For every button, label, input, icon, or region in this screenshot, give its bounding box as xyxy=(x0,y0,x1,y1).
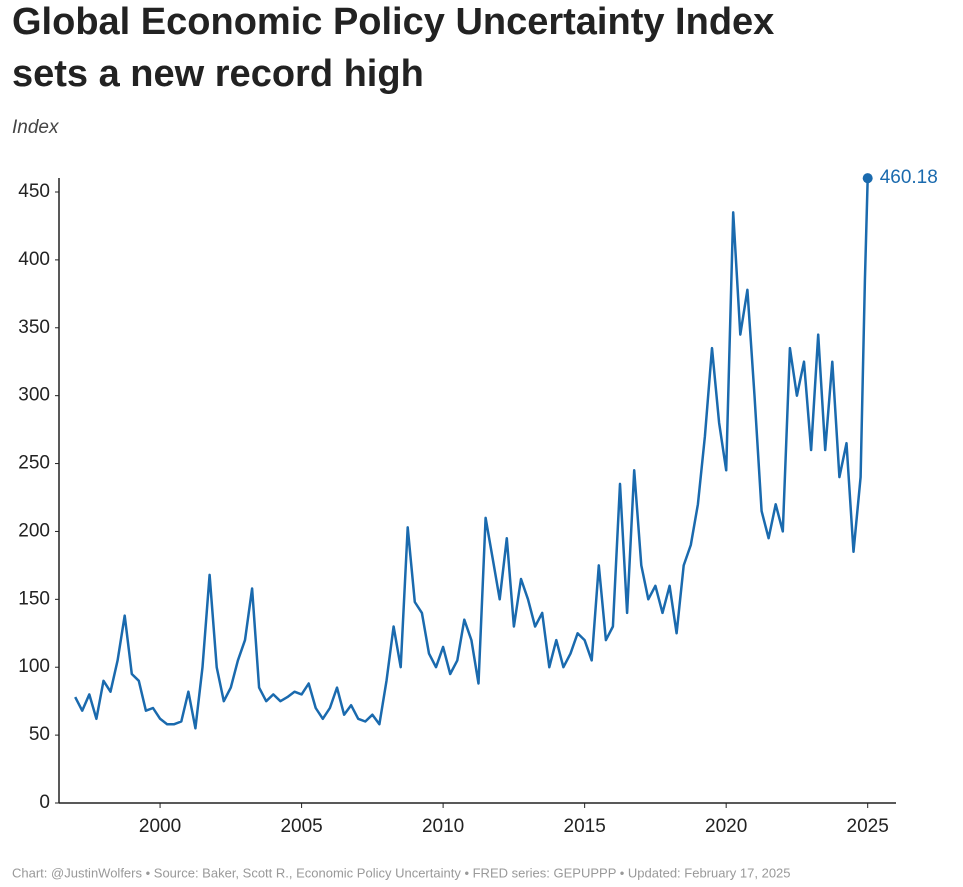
x-tick-label: 2020 xyxy=(705,816,747,837)
x-tick-label: 2000 xyxy=(139,816,181,837)
y-tick-label: 300 xyxy=(18,385,50,406)
chart-title-line: sets a new record high xyxy=(12,53,424,95)
y-tick-label: 0 xyxy=(39,792,50,813)
y-tick-label: 250 xyxy=(18,453,50,474)
y-tick-label: 350 xyxy=(18,317,50,338)
y-tick-label: 200 xyxy=(18,520,50,541)
x-tick-label: 2025 xyxy=(847,816,889,837)
chart-title-line: Global Economic Policy Uncertainty Index xyxy=(12,1,774,43)
y-tick-label: 450 xyxy=(18,181,50,202)
x-tick-label: 2005 xyxy=(280,816,322,837)
x-tick-label: 2010 xyxy=(422,816,464,837)
y-tick-label: 400 xyxy=(18,249,50,270)
y-tick-label: 150 xyxy=(18,588,50,609)
x-tick-label: 2015 xyxy=(564,816,606,837)
y-tick-label: 100 xyxy=(18,656,50,677)
source: Chart: @JustinWolfers • Source: Baker, S… xyxy=(12,865,791,880)
y-tick-label: 50 xyxy=(29,724,50,745)
subtitle: Index xyxy=(12,117,60,138)
end-point xyxy=(862,173,873,184)
end-label: 460.18 xyxy=(880,167,938,188)
line xyxy=(74,178,869,730)
